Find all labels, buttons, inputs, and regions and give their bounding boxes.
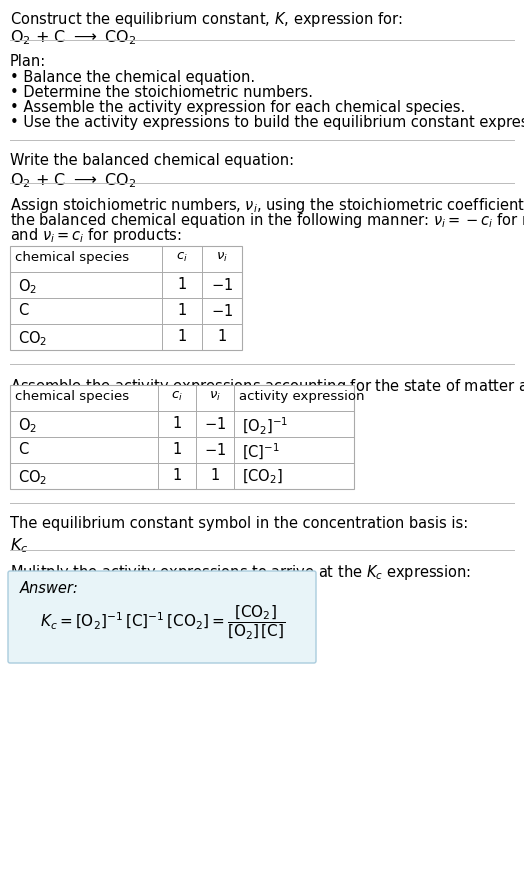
Bar (10, 385, 354, 489)
Text: 1: 1 (178, 303, 187, 318)
Text: CO$_2$: CO$_2$ (18, 329, 47, 347)
Text: 1: 1 (172, 468, 182, 483)
Text: CO$_2$: CO$_2$ (18, 468, 47, 487)
Text: $c_i$: $c_i$ (171, 390, 183, 403)
Text: Assemble the activity expressions accounting for the state of matter and $\nu_i$: Assemble the activity expressions accoun… (10, 377, 524, 396)
Text: 1: 1 (210, 468, 220, 483)
Text: Plan:: Plan: (10, 54, 46, 69)
Text: Assign stoichiometric numbers, $\nu_i$, using the stoichiometric coefficients, $: Assign stoichiometric numbers, $\nu_i$, … (10, 196, 524, 215)
Text: The equilibrium constant symbol in the concentration basis is:: The equilibrium constant symbol in the c… (10, 516, 468, 531)
Text: Answer:: Answer: (20, 581, 79, 596)
Text: 1: 1 (172, 442, 182, 457)
Text: and $\nu_i = c_i$ for products:: and $\nu_i = c_i$ for products: (10, 226, 182, 245)
Text: 1: 1 (178, 277, 187, 292)
Text: O$_2$ + C $\longrightarrow$ CO$_2$: O$_2$ + C $\longrightarrow$ CO$_2$ (10, 171, 136, 189)
Text: • Determine the stoichiometric numbers.: • Determine the stoichiometric numbers. (10, 85, 313, 100)
Text: • Use the activity expressions to build the equilibrium constant expression.: • Use the activity expressions to build … (10, 115, 524, 130)
Text: $-1$: $-1$ (211, 277, 233, 293)
Text: $-1$: $-1$ (211, 303, 233, 319)
Text: Mulitply the activity expressions to arrive at the $K_c$ expression:: Mulitply the activity expressions to arr… (10, 563, 471, 582)
Text: activity expression: activity expression (239, 390, 365, 403)
Text: O$_2$: O$_2$ (18, 416, 37, 435)
Text: Write the balanced chemical equation:: Write the balanced chemical equation: (10, 153, 294, 168)
Bar (10, 246, 242, 350)
Text: $-1$: $-1$ (204, 442, 226, 458)
Text: $K_c$: $K_c$ (10, 536, 28, 555)
Text: O$_2$ + C $\longrightarrow$ CO$_2$: O$_2$ + C $\longrightarrow$ CO$_2$ (10, 28, 136, 46)
Text: 1: 1 (178, 329, 187, 344)
Text: [CO$_2$]: [CO$_2$] (242, 468, 283, 487)
Text: $K_c = \mathrm{[O_2]^{-1}\,[C]^{-1}\,[CO_2]} = \dfrac{\mathrm{[CO_2]}}{\mathrm{[: $K_c = \mathrm{[O_2]^{-1}\,[C]^{-1}\,[CO… (40, 604, 286, 642)
Text: C: C (18, 303, 28, 318)
Text: chemical species: chemical species (15, 390, 129, 403)
Text: 1: 1 (217, 329, 226, 344)
Text: O$_2$: O$_2$ (18, 277, 37, 296)
Text: Construct the equilibrium constant, $K$, expression for:: Construct the equilibrium constant, $K$,… (10, 10, 402, 29)
Text: C: C (18, 442, 28, 457)
FancyBboxPatch shape (8, 571, 316, 663)
Text: $c_i$: $c_i$ (176, 251, 188, 264)
Text: chemical species: chemical species (15, 251, 129, 264)
Text: • Assemble the activity expression for each chemical species.: • Assemble the activity expression for e… (10, 100, 465, 115)
Text: 1: 1 (172, 416, 182, 431)
Text: • Balance the chemical equation.: • Balance the chemical equation. (10, 70, 255, 85)
Text: $\nu_i$: $\nu_i$ (209, 390, 221, 403)
Text: $\nu_i$: $\nu_i$ (216, 251, 228, 264)
Text: the balanced chemical equation in the following manner: $\nu_i = -c_i$ for react: the balanced chemical equation in the fo… (10, 211, 524, 230)
Text: [C]$^{-1}$: [C]$^{-1}$ (242, 442, 280, 462)
Text: $-1$: $-1$ (204, 416, 226, 432)
Text: [O$_2$]$^{-1}$: [O$_2$]$^{-1}$ (242, 416, 288, 437)
